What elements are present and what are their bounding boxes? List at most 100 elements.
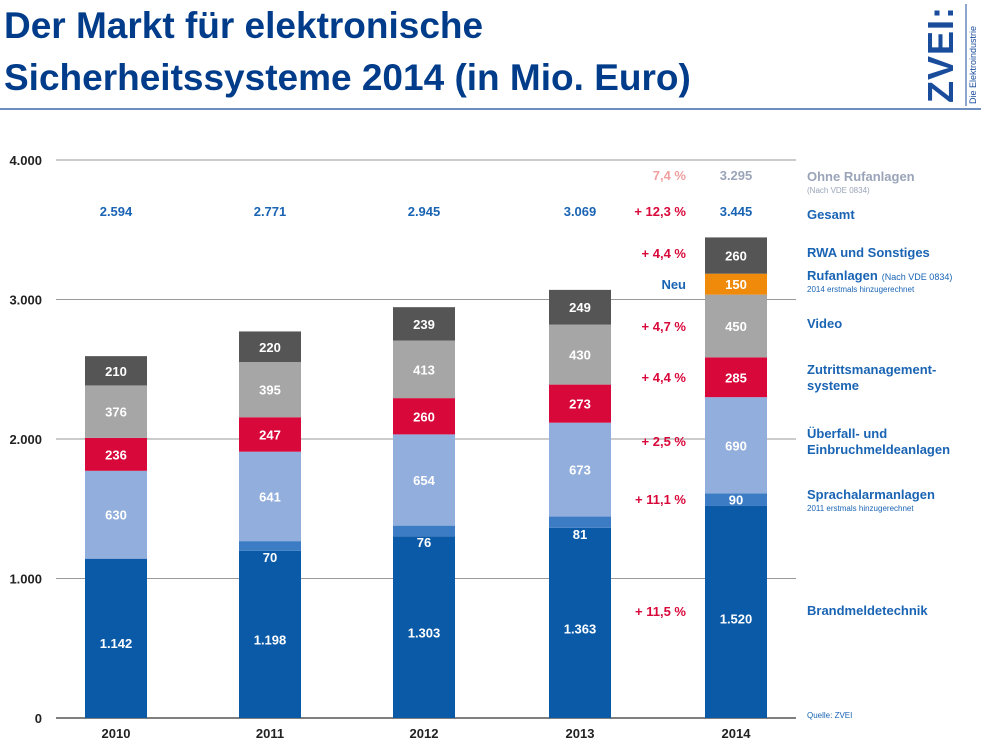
bar-segment-rwa <box>705 237 767 274</box>
total-label: 2.945 <box>408 204 441 219</box>
growth-annotation: + 11,5 % <box>635 604 686 619</box>
legend-note: 2011 erstmals hinzugerechnet <box>807 504 914 513</box>
bar-segment-brandmeldetechnik <box>393 536 455 718</box>
data-label: 376 <box>105 405 127 420</box>
legend-gesamt: Gesamt <box>807 207 855 222</box>
total-label: 3.069 <box>564 204 597 219</box>
ohne-rufanlagen-growth: 7,4 % <box>653 168 687 183</box>
data-label: 395 <box>259 383 281 398</box>
legend-ohne-rufanlagen: Ohne Rufanlagen <box>807 169 915 184</box>
bar-segment-sprachalarmanlagen <box>549 516 611 528</box>
bar-segment-video <box>549 324 611 385</box>
bar-segment-sprachalarmanlagen <box>705 493 767 506</box>
bar-segment-video <box>705 294 767 358</box>
legend-entry: systeme <box>807 378 859 393</box>
y-tick-label: 2.000 <box>9 432 42 447</box>
title-divider <box>0 108 981 110</box>
data-label: 450 <box>725 319 747 334</box>
label-layer: 2010 2011 2012 2013 2014 1.142 630 236 376 210 1.1… <box>100 249 753 740</box>
bar-segment-brandmeldetechnik <box>705 505 767 718</box>
bar-segment-zutritt <box>239 417 301 452</box>
legend-entry: Rufanlagen (Nach VDE 0834) <box>807 268 952 283</box>
total-label: 2.771 <box>254 204 287 219</box>
y-tick-label: 1.000 <box>9 572 42 587</box>
x-tick-label: 2010 <box>102 726 131 740</box>
bar-segment-ueberfall <box>705 397 767 494</box>
data-label: 690 <box>725 438 747 453</box>
bar-segment-brandmeldetechnik <box>239 550 301 718</box>
bar-segment-brandmeldetechnik <box>549 527 611 718</box>
y-tick-label: 3.000 <box>9 293 42 308</box>
bar-segment-ueberfall <box>549 422 611 517</box>
bar-segment-rwa <box>85 356 147 386</box>
growth-annotation: + 4,4 % <box>642 246 687 261</box>
data-label: 641 <box>259 489 281 504</box>
title-line-1: Der Markt für elektronische <box>4 5 484 46</box>
legend-layer: Ohne Rufanlagen (Nach VDE 0834) Gesamt RWA … <box>807 169 952 720</box>
data-label: 430 <box>569 348 591 363</box>
bar-segment-sprachalarmanlagen <box>239 541 301 551</box>
bar-segment-zutritt <box>85 437 147 471</box>
logo-subtext: Die Elektroindustrie <box>968 26 978 104</box>
total-label: 3.445 <box>720 204 753 219</box>
x-tick-label: 2013 <box>566 726 595 740</box>
total-label: 2.594 <box>100 204 133 219</box>
zvei-logo-subtext: Die Elektroindustrie <box>965 4 978 106</box>
legend-entry: Einbruchmeldeanlagen <box>807 442 950 457</box>
bar-segment-ueberfall <box>393 434 455 526</box>
growth-annotation: + 11,1 % <box>635 492 686 507</box>
data-label: 1.363 <box>564 622 597 637</box>
legend-entry: Überfall- und <box>807 426 887 441</box>
data-label: 150 <box>725 277 747 292</box>
data-label: 76 <box>417 535 431 550</box>
bar-segment-zutritt <box>549 384 611 423</box>
bar-layer <box>85 237 767 718</box>
data-label: 90 <box>729 493 743 508</box>
bar-segment-zutritt <box>393 398 455 435</box>
grid-layer: 0 1.000 2.000 3.000 4.000 <box>9 153 796 726</box>
x-tick-label: 2014 <box>722 726 752 740</box>
growth-annotation: Neu <box>661 277 686 292</box>
data-label: 249 <box>569 300 591 315</box>
bar-segment-ueberfall <box>239 451 301 542</box>
bar-segment-ueberfall <box>85 470 147 559</box>
y-tick-label: 4.000 <box>9 153 42 168</box>
data-label: 81 <box>573 527 587 542</box>
bar-segment-brandmeldetechnik <box>85 558 147 718</box>
growth-annotation: + 4,7 % <box>642 319 687 334</box>
data-label: 1.198 <box>254 632 287 647</box>
growth-annotation: + 2,5 % <box>642 434 687 449</box>
bar-segment-video <box>85 385 147 438</box>
legend-entry: Sprachalarmanlagen <box>807 487 935 502</box>
title-line-2: Sicherheitssysteme 2014 (in Mio. Euro) <box>4 57 691 98</box>
data-label: 673 <box>569 463 591 478</box>
bar-segment-video <box>239 362 301 418</box>
data-label: 1.520 <box>720 611 753 626</box>
data-label: 70 <box>263 550 277 565</box>
data-label: 413 <box>413 362 435 377</box>
bar-segment-rwa <box>239 331 301 363</box>
legend-entry: RWA und Sonstiges <box>807 245 930 260</box>
data-label: 1.303 <box>408 626 441 641</box>
bar-segment-rwa <box>393 307 455 341</box>
data-label: 239 <box>413 317 435 332</box>
legend-ohne-rufanlagen-sub: (Nach VDE 0834) <box>807 186 870 195</box>
data-label: 285 <box>725 370 747 385</box>
legend-note: 2014 erstmals hinzugerechnet <box>807 285 915 294</box>
page-title: Der Markt für elektronische Sicherheitss… <box>4 0 904 104</box>
bar-segment-sprachalarmanlagen <box>393 525 455 537</box>
bar-segment-video <box>393 340 455 399</box>
zvei-logo: ZVEI: <box>926 6 958 103</box>
growth-total: + 12,3 % <box>634 204 686 219</box>
legend-entry: Zutrittsmanagement- <box>807 362 936 377</box>
x-tick-label: 2012 <box>410 726 439 740</box>
legend-suffix: (Nach VDE 0834) <box>882 272 953 282</box>
bar-segment-rufanlagen <box>705 273 767 295</box>
legend-entry: Brandmeldetechnik <box>807 603 928 618</box>
data-label: 236 <box>105 447 127 462</box>
data-label: 210 <box>105 364 127 379</box>
y-tick-label: 0 <box>35 711 42 726</box>
ohne-rufanlagen-value: 3.295 <box>720 168 753 183</box>
bar-segment-zutritt <box>705 357 767 398</box>
